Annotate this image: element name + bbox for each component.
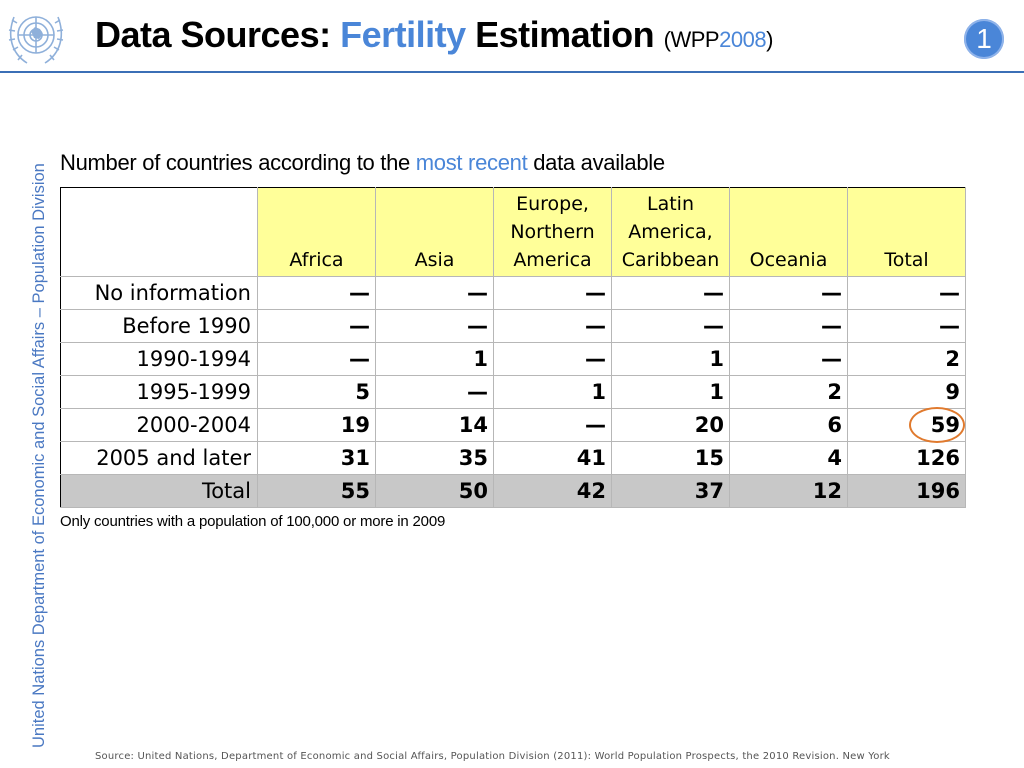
cell-value: — [729,342,848,376]
wpp-year: 2008 [719,27,767,52]
highlight-circle-annotation [909,407,965,443]
cell-value: — [847,276,966,310]
cell-value: 50 [375,474,494,508]
title-divider [0,71,1024,73]
source-citation: Source: United Nations, Department of Ec… [95,751,890,762]
vertical-organization-label: United Nations Department of Economic an… [30,163,48,748]
cell-value: 14 [375,408,494,442]
wpp-label: WPP [670,27,720,52]
cell-value: 5 [257,375,376,409]
cell-value: 19 [257,408,376,442]
paren-close: ) [766,27,773,52]
row-label: 2000-2004 [60,408,258,442]
col-header-line: America, [628,221,713,243]
col-header-europe-northern-america: Europe, Northern America [493,187,612,277]
table-row: No information — — — — — — [60,276,966,310]
cell-value: — [257,276,376,310]
un-emblem-logo [8,16,64,64]
row-label: 1990-1994 [60,342,258,376]
cell-value: 1 [611,375,730,409]
cell-value: — [729,276,848,310]
cell-value: 1 [375,342,494,376]
cell-value: 196 [847,474,966,508]
col-header-africa: Africa [257,187,376,277]
row-label: 1995-1999 [60,375,258,409]
table-header-row: Africa Asia Europe, Northern America Latin… [60,187,966,277]
title-accent-fertility: Fertility [340,14,466,55]
paren-open: ( [663,27,671,52]
col-header-line: Latin [647,193,694,215]
row-label: No information [60,276,258,310]
slide-title: Data Sources: Fertility Estimation (WPP2… [95,14,773,56]
table-row: 2000-2004 19 14 — 20 6 59 [60,408,966,442]
cell-value: 12 [729,474,848,508]
col-header-latin-america-caribbean: Latin America, Caribbean [611,187,730,277]
row-label: Before 1990 [60,309,258,343]
cell-value: 20 [611,408,730,442]
col-header-line: America [513,249,592,271]
table-row: Before 1990 — — — — — — [60,309,966,343]
table-subtitle: Number of countries according to the mos… [60,150,665,176]
cell-value: 1 [493,375,612,409]
cell-value: 42 [493,474,612,508]
title-part-1: Data Sources: [95,14,341,55]
cell-value: 9 [847,375,966,409]
row-label: Total [60,474,258,508]
cell-value: — [375,375,494,409]
subtitle-accent: most recent [415,150,528,175]
cell-value: — [847,309,966,343]
title-part-2: Estimation [465,14,664,55]
table-corner-cell [60,187,258,277]
cell-value: — [375,276,494,310]
cell-value: 41 [493,441,612,475]
cell-value: 2 [729,375,848,409]
cell-value: 4 [729,441,848,475]
cell-value: — [375,309,494,343]
table-row: 1995-1999 5 — 1 1 2 9 [60,375,966,409]
subtitle-after: data available [527,150,665,175]
cell-value: 35 [375,441,494,475]
cell-value: — [493,342,612,376]
cell-value: 15 [611,441,730,475]
subtitle-before: Number of countries according to the [60,150,416,175]
table-footnote: Only countries with a population of 100,… [60,513,446,530]
cell-value: — [611,309,730,343]
table-row: 2005 and later 31 35 41 15 4 126 [60,441,966,475]
col-header-oceania: Oceania [729,187,848,277]
cell-value: — [493,408,612,442]
cell-value: 2 [847,342,966,376]
cell-value: 37 [611,474,730,508]
cell-value: — [257,309,376,343]
cell-value: — [611,276,730,310]
slide-number-badge: 1 [964,19,1004,59]
col-header-line: Africa [289,249,344,271]
row-label: 2005 and later [60,441,258,475]
cell-value: — [493,309,612,343]
cell-value: 1 [611,342,730,376]
cell-value: — [493,276,612,310]
table-row: 1990-1994 — 1 — 1 — 2 [60,342,966,376]
cell-value: 31 [257,441,376,475]
title-wpp-note: (WPP2008) [663,27,774,52]
col-header-asia: Asia [375,187,494,277]
cell-value: 6 [729,408,848,442]
col-header-line: Europe, [516,193,589,215]
table-total-row: Total 55 50 42 37 12 196 [60,474,966,508]
col-header-line: Northern [510,221,595,243]
col-header-line: Total [884,249,929,271]
col-header-line: Oceania [749,249,828,271]
cell-value: 55 [257,474,376,508]
cell-value: — [729,309,848,343]
col-header-line: Caribbean [621,249,720,271]
cell-value: 126 [847,441,966,475]
cell-value: — [257,342,376,376]
col-header-total: Total [847,187,966,277]
col-header-line: Asia [414,249,455,271]
fertility-data-table: Africa Asia Europe, Northern America Latin… [60,187,966,508]
